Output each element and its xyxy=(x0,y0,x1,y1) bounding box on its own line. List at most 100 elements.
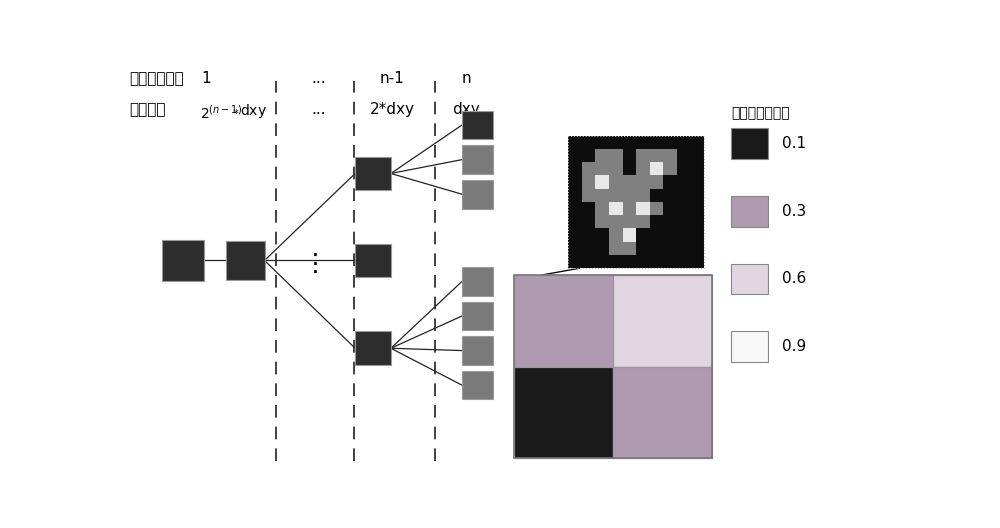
Bar xyxy=(690,242,704,255)
Text: 分辨率：: 分辨率： xyxy=(129,102,165,117)
Bar xyxy=(609,149,623,162)
Bar xyxy=(623,242,636,255)
Bar xyxy=(568,175,582,188)
Bar xyxy=(582,188,595,202)
Text: 2*dxy: 2*dxy xyxy=(370,102,415,117)
Bar xyxy=(462,301,493,330)
Bar xyxy=(677,255,690,268)
Bar xyxy=(582,149,595,162)
Bar xyxy=(636,202,650,215)
Bar xyxy=(677,136,690,149)
Bar xyxy=(355,156,391,191)
Bar xyxy=(568,188,582,202)
Bar xyxy=(690,162,704,175)
Bar xyxy=(609,229,623,242)
Bar xyxy=(650,188,663,202)
Bar xyxy=(582,136,595,149)
Bar xyxy=(609,136,623,149)
Text: $2^{(n-1)}$: $2^{(n-1)}$ xyxy=(200,104,242,122)
Text: 1: 1 xyxy=(202,71,211,86)
Bar xyxy=(731,332,768,362)
Bar xyxy=(677,188,690,202)
Bar xyxy=(623,202,636,215)
Bar xyxy=(636,242,650,255)
Bar xyxy=(636,255,650,268)
Bar xyxy=(582,215,595,229)
Bar xyxy=(582,175,595,188)
Bar xyxy=(677,175,690,188)
Bar xyxy=(582,242,595,255)
Bar xyxy=(731,263,768,294)
Bar xyxy=(355,243,391,277)
Bar xyxy=(568,202,582,215)
Text: dxy: dxy xyxy=(452,102,480,117)
Bar xyxy=(636,215,650,229)
Bar xyxy=(663,202,677,215)
Bar xyxy=(636,175,650,188)
Bar xyxy=(568,149,582,162)
Bar xyxy=(462,336,493,365)
Bar xyxy=(731,196,768,227)
Bar xyxy=(568,136,704,268)
Text: 0.9: 0.9 xyxy=(782,339,806,354)
Bar xyxy=(582,255,595,268)
Bar xyxy=(595,229,609,242)
Bar xyxy=(595,255,609,268)
Bar xyxy=(595,242,609,255)
Bar xyxy=(663,175,677,188)
Bar xyxy=(677,242,690,255)
Bar xyxy=(568,229,582,242)
Bar xyxy=(636,229,650,242)
Bar xyxy=(663,188,677,202)
Bar xyxy=(613,275,712,367)
Bar xyxy=(609,255,623,268)
Bar xyxy=(462,145,493,174)
Bar xyxy=(162,240,204,280)
Bar xyxy=(623,255,636,268)
Bar xyxy=(677,229,690,242)
Bar xyxy=(514,367,613,458)
Bar xyxy=(623,229,636,242)
Bar xyxy=(663,149,677,162)
Bar xyxy=(613,367,712,458)
Text: 金字塔图层：: 金字塔图层： xyxy=(129,71,184,86)
Bar xyxy=(663,162,677,175)
Bar xyxy=(226,241,264,280)
Bar xyxy=(677,202,690,215)
Bar xyxy=(690,255,704,268)
Bar xyxy=(650,175,663,188)
Bar xyxy=(609,242,623,255)
Text: 预设置相似度値: 预设置相似度値 xyxy=(731,107,790,120)
Text: ...: ... xyxy=(311,102,326,117)
Bar xyxy=(623,149,636,162)
Bar xyxy=(677,215,690,229)
Bar xyxy=(690,229,704,242)
Bar xyxy=(609,188,623,202)
Bar xyxy=(582,202,595,215)
Bar xyxy=(650,242,663,255)
Bar xyxy=(690,202,704,215)
Bar xyxy=(609,175,623,188)
Bar xyxy=(663,255,677,268)
Bar xyxy=(568,162,582,175)
Bar xyxy=(595,149,609,162)
Bar xyxy=(650,136,663,149)
Text: n-1: n-1 xyxy=(380,71,405,86)
Bar xyxy=(636,162,650,175)
Bar xyxy=(609,162,623,175)
Bar xyxy=(690,188,704,202)
Bar xyxy=(650,149,663,162)
Bar xyxy=(582,229,595,242)
Bar xyxy=(663,136,677,149)
Bar xyxy=(636,149,650,162)
Bar xyxy=(595,202,609,215)
Bar xyxy=(462,180,493,209)
Bar xyxy=(636,136,650,149)
Bar xyxy=(595,188,609,202)
Bar xyxy=(731,128,768,159)
Bar xyxy=(609,202,623,215)
Bar xyxy=(690,149,704,162)
Bar xyxy=(568,255,582,268)
Bar xyxy=(568,242,582,255)
Bar xyxy=(650,215,663,229)
